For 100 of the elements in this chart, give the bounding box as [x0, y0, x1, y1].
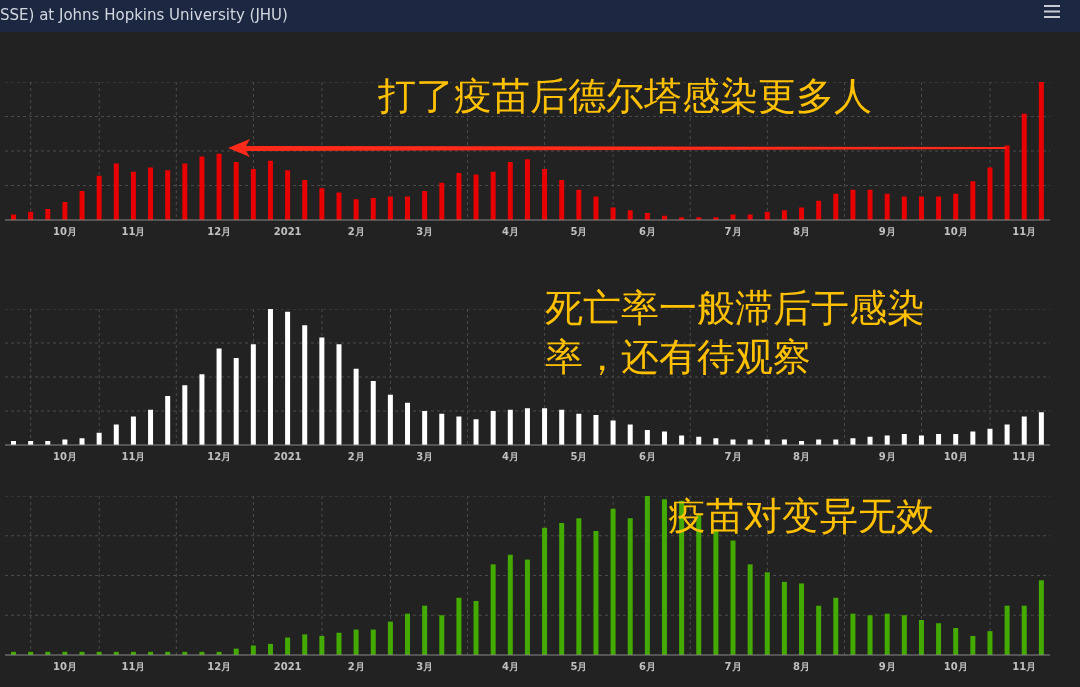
bar: [336, 632, 342, 655]
annotation: 打了疫苗后德尔塔感染更多人: [378, 73, 873, 120]
bar: [473, 174, 479, 220]
bar: [542, 408, 548, 445]
bar: [319, 188, 325, 220]
bar: [901, 196, 907, 220]
bar: [833, 597, 839, 655]
annotation: 死亡率一般滞后于感染率，还有待观察: [545, 285, 926, 382]
x-tick-label: 2月: [347, 451, 365, 463]
x-tick-label: 11月: [121, 451, 146, 463]
bar: [850, 613, 856, 655]
bar: [559, 179, 565, 220]
bar: [867, 615, 873, 655]
bar: [507, 554, 513, 655]
bar: [1021, 416, 1027, 445]
bar: [387, 621, 393, 655]
bar: [130, 171, 136, 220]
bar: [96, 175, 102, 220]
bar: [473, 600, 479, 655]
bar: [405, 613, 411, 655]
bar: [422, 605, 428, 655]
bar: [1021, 605, 1027, 655]
bar: [747, 564, 753, 655]
bar: [610, 420, 616, 445]
bar: [113, 163, 119, 220]
x-tick-label: 8月: [793, 661, 811, 673]
x-tick-label: 5月: [570, 661, 588, 673]
bar: [918, 196, 924, 220]
bar: [679, 435, 685, 445]
bar: [336, 192, 342, 220]
bar: [45, 208, 51, 220]
x-tick-label: 6月: [638, 661, 656, 673]
bar: [644, 430, 650, 445]
bar: [405, 196, 411, 220]
bar: [936, 434, 942, 445]
bar: [199, 156, 205, 220]
bar: [799, 583, 805, 655]
x-tick-label: 10月: [53, 661, 77, 673]
bar: [387, 196, 393, 220]
bar: [370, 629, 376, 655]
x-tick-label: 5月: [570, 451, 588, 463]
bar: [627, 210, 633, 220]
bar: [490, 411, 496, 445]
bar: [456, 597, 462, 655]
bar: [456, 173, 462, 220]
x-tick-label: 7月: [724, 226, 742, 238]
bar: [422, 191, 428, 220]
bar: [1004, 605, 1010, 655]
bar: [576, 189, 582, 220]
bar: [936, 196, 942, 220]
bar: [439, 182, 445, 220]
bar: [627, 518, 633, 655]
bar: [456, 416, 462, 445]
bar: [970, 635, 976, 655]
x-tick-label: 12月: [207, 661, 232, 673]
bar: [610, 508, 616, 655]
bar: [113, 424, 119, 445]
bar: [439, 413, 445, 445]
bar: [884, 613, 890, 655]
bar: [918, 435, 924, 445]
bar: [884, 193, 890, 220]
bar: [216, 153, 222, 220]
bar: [96, 432, 102, 445]
bar: [490, 171, 496, 220]
x-tick-label: 2021: [273, 661, 302, 673]
bar: [559, 523, 565, 655]
x-tick-label: 8月: [793, 451, 811, 463]
x-tick-label: 9月: [878, 661, 896, 673]
bar: [576, 413, 582, 445]
bar: [285, 637, 291, 655]
x-tick-label: 2月: [347, 226, 365, 238]
bar: [165, 170, 171, 220]
x-tick-label: 10月: [943, 661, 968, 673]
bar: [319, 337, 325, 445]
bar: [867, 189, 873, 220]
bar: [559, 409, 565, 445]
x-tick-label: 4月: [501, 226, 519, 238]
x-tick-label: 7月: [724, 451, 742, 463]
bar: [593, 530, 599, 655]
bar: [593, 415, 599, 445]
bar: [250, 168, 256, 220]
bar: [1004, 145, 1010, 220]
bar: [353, 368, 359, 445]
bar: [576, 518, 582, 655]
bar: [816, 200, 822, 220]
bar: [953, 434, 959, 445]
bar: [319, 635, 325, 655]
x-tick-label: 10月: [943, 451, 968, 463]
bar: [165, 396, 171, 445]
bar: [901, 615, 907, 655]
bar: [62, 202, 68, 220]
bar: [422, 411, 428, 445]
bar: [216, 348, 222, 445]
bar: [1038, 82, 1044, 220]
bar: [542, 527, 548, 655]
bar: [370, 197, 376, 220]
bar: [148, 409, 154, 445]
bar: [439, 615, 445, 655]
x-tick-label: 11月: [1012, 226, 1037, 238]
bar: [524, 408, 530, 445]
